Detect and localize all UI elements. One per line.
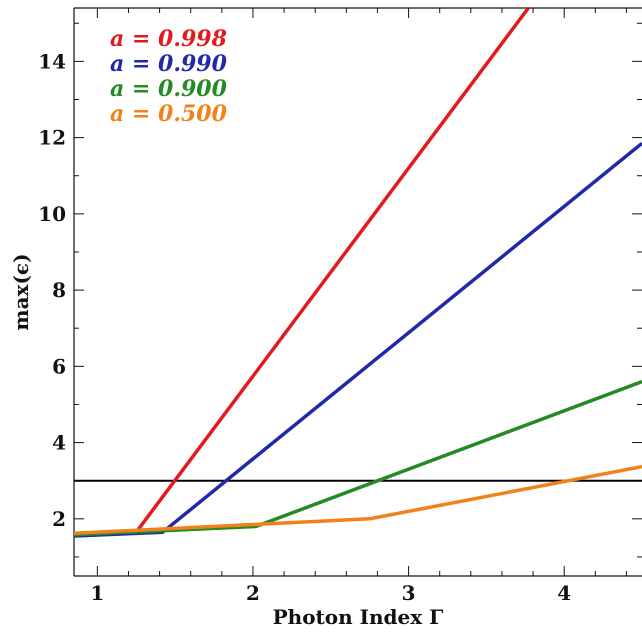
series-line-3 <box>74 464 642 536</box>
legend-entry-2: a = 0.900 <box>110 76 228 102</box>
x-axis-label: Photon Index Γ <box>273 605 444 628</box>
y-tick-label: 6 <box>52 354 66 378</box>
y-tick-label: 4 <box>52 431 66 455</box>
y-tick-label: 10 <box>38 202 66 226</box>
series-line-1 <box>74 141 642 538</box>
y-tick-label: 8 <box>52 278 66 302</box>
legend-entry-3: a = 0.500 <box>110 101 228 127</box>
y-axis-label: max(ϵ) <box>9 253 33 330</box>
legend-entry-0: a = 0.998 <box>110 26 227 52</box>
legend-entry-1: a = 0.990 <box>110 51 228 77</box>
x-tick-label: 2 <box>246 581 260 605</box>
series-line-2 <box>74 379 642 537</box>
y-tick-label: 14 <box>38 49 66 73</box>
y-tick-label: 12 <box>38 126 66 150</box>
x-tick-label: 4 <box>557 581 571 605</box>
y-tick-label: 2 <box>52 507 66 531</box>
x-tick-label: 1 <box>90 581 104 605</box>
x-tick-label: 3 <box>402 581 416 605</box>
